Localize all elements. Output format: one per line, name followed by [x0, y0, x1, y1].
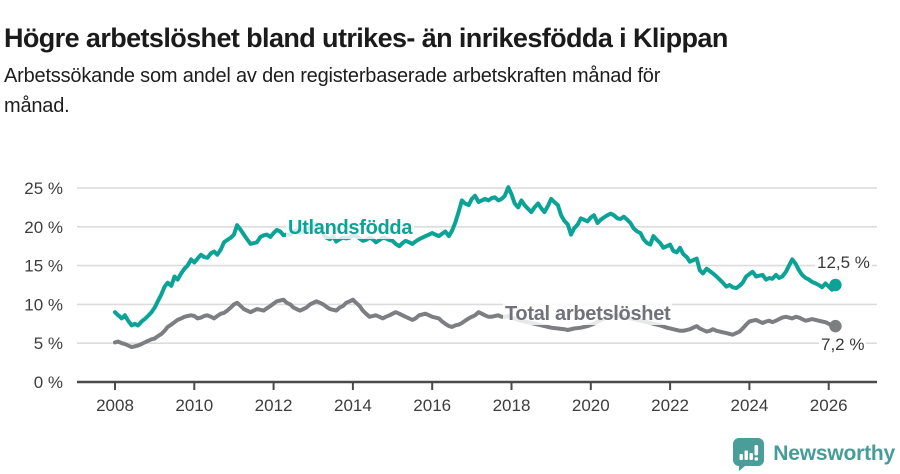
bar-chart-speech-bubble-icon [733, 438, 765, 471]
series-line-total [113, 297, 838, 350]
x-tick-label-2022: 2022 [651, 396, 689, 415]
x-tick-label-2014: 2014 [334, 396, 372, 415]
end-value-label-total: 7,2 % [819, 335, 867, 354]
page-title: Högre arbetslöshet bland utrikes- än inr… [4, 23, 728, 54]
x-tick-label-2010: 2010 [175, 396, 213, 415]
y-tick-label-10: 10 % [24, 295, 63, 314]
series-end-dot-utlandsfodda [829, 278, 842, 292]
x-tick-label-2012: 2012 [255, 396, 293, 415]
series-label-utlandsfodda: Utlandsfödda [286, 217, 415, 239]
chart-subtitle: Arbetssökande som andel av den registerb… [4, 61, 660, 121]
x-tick-label-2018: 2018 [493, 396, 531, 415]
y-tick-label-25: 25 % [24, 179, 63, 198]
x-tick-label-2020: 2020 [572, 396, 610, 415]
newsworthy-brand-text: Newsworthy [773, 442, 895, 465]
y-tick-label-5: 5 % [34, 334, 63, 353]
y-tick-label-0: 0 % [34, 373, 63, 392]
x-tick-label-2026: 2026 [810, 396, 848, 415]
x-tick-label-2008: 2008 [96, 396, 134, 415]
series-line-utlandsfodda [113, 185, 838, 328]
x-tick-label-2024: 2024 [730, 396, 768, 415]
newsworthy-logo-link[interactable]: Newsworthy [732, 437, 895, 471]
series-end-dot-total [829, 319, 842, 333]
line-chart: 0 % 5 % 10 % 15 % 20 % 25 % 2008 2010 2012 2014 20… [24, 179, 877, 415]
end-value-label-utlandsfodda: 12,5 % [815, 253, 872, 272]
y-tick-label-20: 20 % [24, 218, 63, 237]
subtitle-line-1: Arbetssökande som andel av den registerb… [4, 65, 661, 87]
x-tick-label-2016: 2016 [413, 396, 451, 415]
y-tick-label-15: 15 % [24, 257, 63, 276]
subtitle-line-2: månad. [4, 95, 70, 117]
series-label-total-arbetsloshet: Total arbetslöshet [503, 303, 673, 325]
